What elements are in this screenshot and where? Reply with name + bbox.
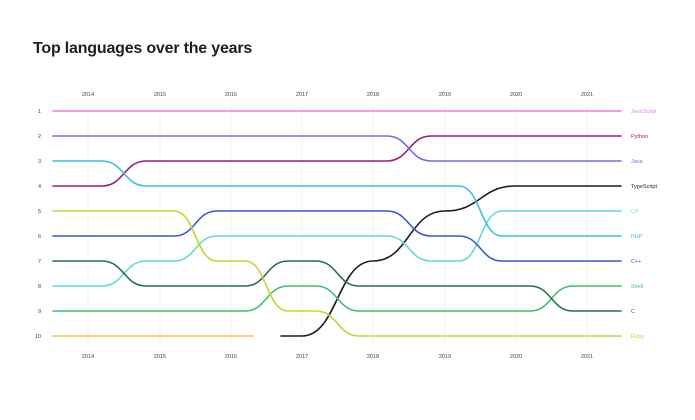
x-tick-label: 2019 [439,92,451,98]
series-line-c- [52,210,622,287]
series-line-c [52,260,622,312]
series-lines [52,110,622,337]
x-tick-label: 2020 [510,92,522,98]
series-label: Java [631,159,644,165]
series-label: Ruby [631,334,644,340]
x-tick-label: 2016 [225,92,237,98]
vertical-gridlines [87,100,588,344]
x-tick-label: 2019 [439,354,451,360]
rank-label: 2 [38,134,41,140]
y-axis-rank-labels: 1 2 3 4 5 6 7 8 9 10 [35,109,41,340]
rank-label: 5 [38,209,41,215]
rank-label: 8 [38,284,41,290]
rank-label: 10 [35,334,41,340]
series-line-shell [52,285,622,312]
x-tick-label: 2021 [581,354,593,360]
x-tick-label: 2018 [367,354,379,360]
series-label: Shell [631,284,643,290]
x-tick-label: 2014 [82,354,94,360]
series-line-typescript [280,185,622,337]
series-label: TypeScript [631,184,657,190]
x-axis-bottom-ticks: 2014 2015 2016 2017 2018 2019 2020 2021 [82,354,593,360]
x-tick-label: 2015 [154,92,166,98]
chart-title: Top languages over the years [33,40,253,57]
x-tick-label: 2014 [82,92,94,98]
series-label: JavaScript [631,109,657,115]
rank-label: 9 [38,309,41,315]
series-label: C++ [631,259,641,265]
rank-label: 3 [38,159,41,165]
rank-label: 6 [38,234,41,240]
x-tick-label: 2021 [581,92,593,98]
x-tick-label: 2017 [296,92,308,98]
rank-label: 1 [38,109,41,115]
series-line-c- [52,210,622,262]
x-tick-label: 2017 [296,354,308,360]
series-end-labels: JavaScript Python Java TypeScript C# PHP C++ Sh… [631,109,657,340]
series-label: C [631,309,635,315]
x-tick-label: 2018 [367,92,379,98]
series-label: C# [631,209,639,215]
series-label: Python [631,134,648,140]
rank-label: 4 [38,184,41,190]
series-line-python [52,135,622,187]
x-axis-top-ticks: 2014 2015 2016 2017 2018 2019 2020 2021 [82,92,593,98]
series-line-ruby [52,210,622,337]
series-line-java [52,135,622,162]
series-line-php [52,160,622,237]
rank-label: 7 [38,259,41,265]
x-tick-label: 2015 [154,354,166,360]
series-label: PHP [631,234,643,240]
x-tick-label: 2016 [225,354,237,360]
x-tick-label: 2020 [510,354,522,360]
